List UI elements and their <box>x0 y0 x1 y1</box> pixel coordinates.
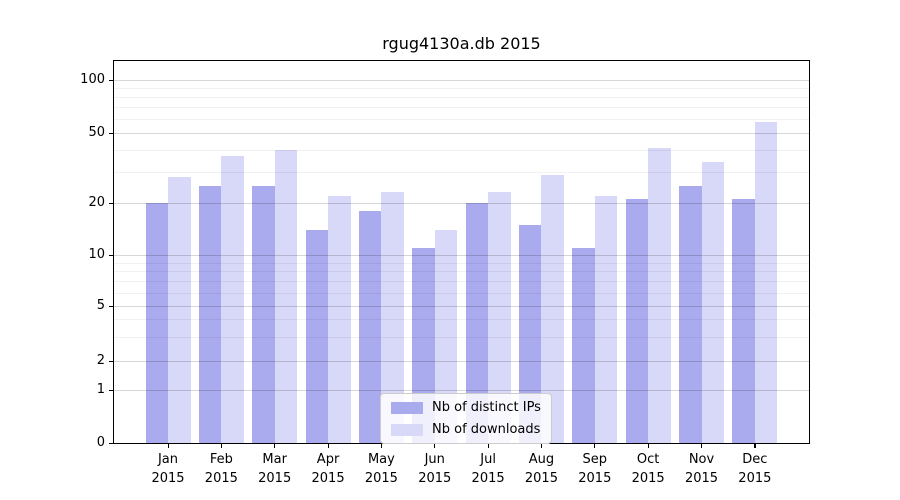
gridline-major <box>114 80 809 81</box>
chart-title: rgug4130a.db 2015 <box>382 34 541 53</box>
bar-distinct-ips-jul <box>465 203 489 443</box>
bar-downloads-jun <box>434 229 458 443</box>
x-tick-label-nov: Nov 2015 <box>684 452 719 486</box>
bar-distinct-ips-aug <box>518 224 542 443</box>
gridline-minor <box>114 172 809 174</box>
gridline-minor <box>114 262 809 264</box>
x-tick-label-sep: Sep 2015 <box>578 452 612 486</box>
y-tick-mark <box>109 202 113 204</box>
bar-downloads-mar <box>274 150 298 443</box>
bar-distinct-ips-oct <box>625 199 649 443</box>
gridline-major <box>114 203 809 204</box>
bar-downloads-may <box>381 192 404 443</box>
bar-downloads-nov <box>701 162 724 443</box>
legend-swatch-downloads-icon <box>391 423 423 436</box>
y-tick-label: 50 <box>88 125 105 140</box>
bar-distinct-ips-mar <box>252 185 275 443</box>
bar-downloads-dec <box>754 121 778 443</box>
y-tick-label: 10 <box>88 247 105 262</box>
y-tick-label: 2 <box>96 353 105 368</box>
legend-row-distinct-ips: Nb of distinct IPs <box>391 400 541 415</box>
y-tick-label: 20 <box>88 195 105 210</box>
gridline-minor <box>114 271 809 273</box>
x-tick-label-apr: Apr 2015 <box>311 452 345 486</box>
x-tick-label-jul: Jul 2015 <box>471 452 505 486</box>
y-tick-mark <box>109 389 113 391</box>
y-tick-mark <box>109 360 113 362</box>
gridline-major <box>114 390 809 391</box>
x-tick-mark <box>701 444 703 448</box>
x-tick-mark <box>167 444 169 448</box>
y-tick-label: 5 <box>96 298 105 313</box>
x-tick-mark <box>380 444 383 448</box>
x-tick-mark <box>487 444 489 448</box>
bar-downloads-apr <box>328 195 351 443</box>
x-tick-mark <box>434 444 436 448</box>
y-tick-label: 100 <box>80 72 105 87</box>
y-tick-label: 1 <box>96 382 105 397</box>
legend-label-downloads: Nb of downloads <box>432 422 541 437</box>
x-tick-mark <box>220 444 223 448</box>
x-tick-mark <box>540 444 543 448</box>
legend-label-distinct-ips: Nb of distinct IPs <box>432 400 541 415</box>
y-tick-mark <box>109 254 113 256</box>
y-tick-mark <box>109 132 113 134</box>
x-tick-label-may: May 2015 <box>364 452 398 486</box>
x-tick-label-jun: Jun 2015 <box>418 452 452 486</box>
bar-downloads-jul <box>488 192 511 443</box>
gridline-minor <box>114 292 809 294</box>
x-tick-label-aug: Aug 2015 <box>524 452 558 486</box>
gridline-major <box>114 361 809 362</box>
gridline-minor <box>114 281 809 283</box>
y-tick-mark <box>109 79 113 81</box>
x-tick-label-oct: Oct 2015 <box>631 452 665 486</box>
gridline-minor <box>114 107 809 109</box>
legend-swatch-distinct-ips-icon <box>391 401 423 414</box>
x-tick-mark <box>754 444 756 448</box>
bar-downloads-jan <box>168 177 191 443</box>
bar-downloads-sep <box>594 195 618 443</box>
gridline-major <box>114 306 809 307</box>
y-tick-label: 0 <box>96 435 105 450</box>
x-tick-mark <box>594 444 596 448</box>
bar-distinct-ips-jan <box>145 203 168 443</box>
bar-distinct-ips-sep <box>572 247 595 443</box>
bar-distinct-ips-may <box>358 210 382 443</box>
gridline-minor <box>114 119 809 121</box>
gridline-major <box>114 133 809 134</box>
gridline-minor <box>114 97 809 99</box>
legend-row-downloads: Nb of downloads <box>391 422 541 437</box>
bar-distinct-ips-apr <box>305 229 329 443</box>
plot-area: Nb of distinct IPs Nb of downloads <box>113 60 810 444</box>
bar-distinct-ips-feb <box>198 185 222 443</box>
x-tick-mark <box>327 444 329 448</box>
x-tick-label-jan: Jan 2015 <box>151 452 185 486</box>
gridline-minor <box>114 150 809 152</box>
x-tick-label-mar: Mar 2015 <box>258 452 292 486</box>
gridline-major <box>114 255 809 256</box>
gridline-minor <box>114 336 809 338</box>
y-tick-mark <box>109 442 113 444</box>
y-tick-mark <box>109 305 113 307</box>
legend: Nb of distinct IPs Nb of downloads <box>380 393 552 444</box>
gridline-minor <box>114 319 809 321</box>
gridline-minor <box>114 88 809 90</box>
bar-distinct-ips-dec <box>732 199 755 443</box>
bar-downloads-feb <box>221 156 244 443</box>
x-tick-label-feb: Feb 2015 <box>204 452 238 486</box>
bar-downloads-oct <box>648 148 671 443</box>
x-tick-mark <box>274 444 276 448</box>
bar-distinct-ips-nov <box>679 185 702 443</box>
bar-downloads-aug <box>541 174 564 443</box>
x-tick-label-dec: Dec 2015 <box>738 452 772 486</box>
x-tick-mark <box>647 444 649 448</box>
